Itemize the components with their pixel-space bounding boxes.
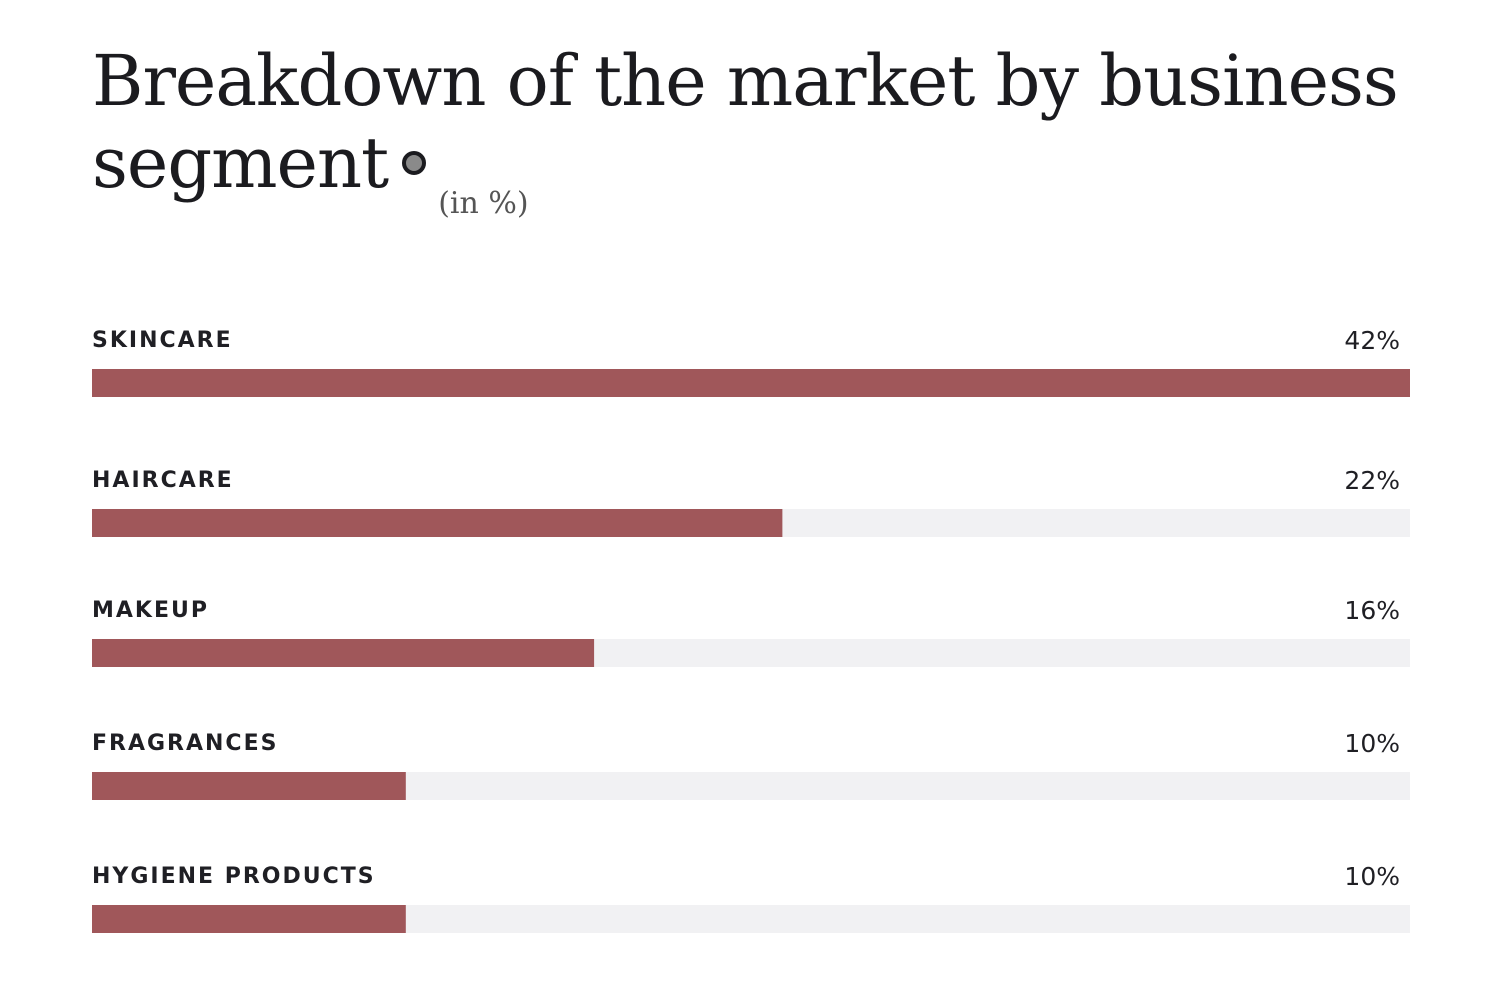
- category-label-skincare: SKINCARE: [92, 328, 233, 353]
- bar-haircare: [92, 509, 783, 537]
- bullet-dot-icon: [402, 151, 427, 175]
- value-label-haircare: 22%: [1344, 466, 1400, 495]
- category-label-hygiene-products: HYGIENE PRODUCTS: [92, 864, 376, 889]
- bar-hygiene-products: [92, 905, 406, 933]
- bar-fragrances: [92, 772, 406, 800]
- value-label-skincare: 42%: [1344, 326, 1400, 355]
- bar-makeup: [92, 639, 595, 667]
- category-label-fragrances: FRAGRANCES: [92, 731, 278, 756]
- value-label-makeup: 16%: [1344, 596, 1400, 625]
- category-label-makeup: MAKEUP: [92, 598, 209, 623]
- category-label-haircare: HAIRCARE: [92, 468, 234, 493]
- chart-title: Breakdown of the market by business segm…: [92, 40, 1432, 245]
- bar-skincare: [92, 369, 1410, 397]
- title-text: Breakdown of the market by business segm…: [92, 40, 1399, 204]
- value-label-hygiene-products: 10%: [1344, 862, 1400, 891]
- unit-label: (in %): [438, 186, 529, 221]
- value-label-fragrances: 10%: [1344, 729, 1400, 758]
